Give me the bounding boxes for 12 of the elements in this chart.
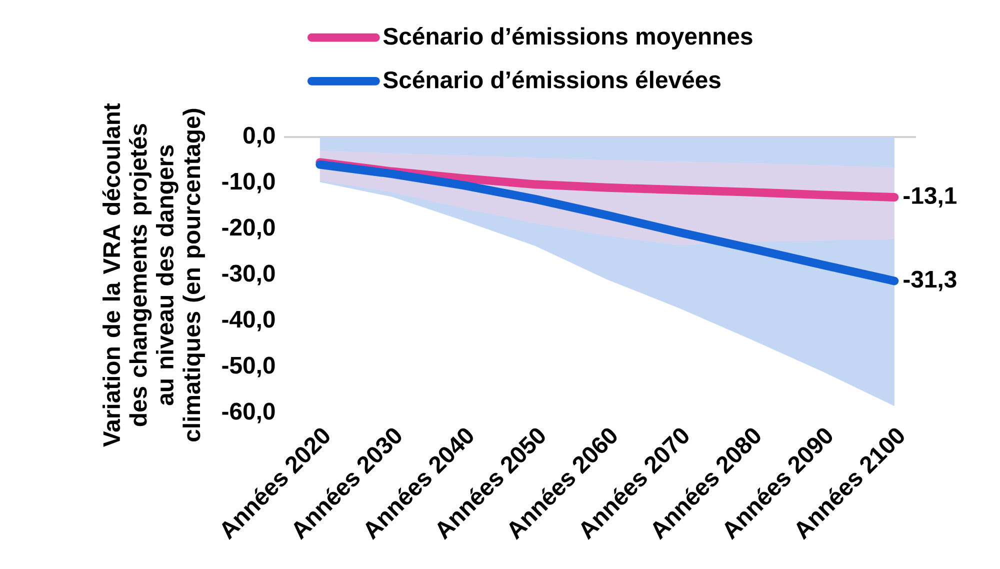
y-tick-label: 0,0 — [243, 126, 275, 148]
y-axis-title: Variation de la VRA découlant des changements projetés au niveau des dangers climatiques (en pourcentage) — [102, 103, 206, 447]
legend-label: Scénario d’émissions élevées — [383, 70, 720, 88]
y-tick-label: -50,0 — [222, 356, 275, 378]
y-tick-label: -40,0 — [222, 310, 275, 332]
data-label: -13,1 — [904, 187, 957, 208]
y-tick-label: -10,0 — [222, 172, 275, 194]
data-label: -31,3 — [904, 270, 956, 292]
legend-label: Scénario d’émissions moyennes — [383, 26, 752, 50]
y-tick-label: -30,0 — [222, 264, 275, 286]
y-tick-label: -60,0 — [222, 402, 275, 424]
y-tick-label: -20,0 — [222, 218, 275, 240]
